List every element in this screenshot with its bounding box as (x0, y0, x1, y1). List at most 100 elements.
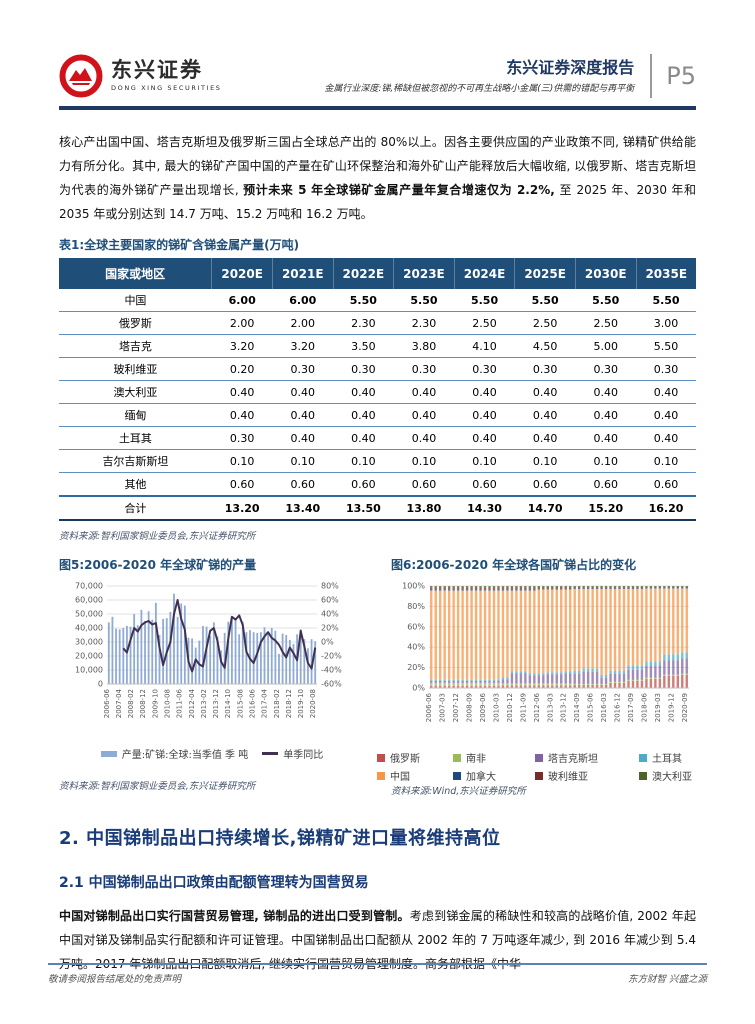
table-cell: 0.40 (393, 403, 455, 427)
table-body: 中国 6.00 6.00 5.50 5.50 5.50 5.50 5.50 5.50 俄罗斯 2.0… (59, 289, 696, 521)
fig6-legend: 俄罗斯 南非 塔吉克斯坦 土耳其 中国 加拿大 玻利维亚 澳大利亚 (377, 750, 697, 783)
table-col-header: 2024E (453, 258, 515, 289)
table-cell: 5.50 (575, 289, 637, 312)
table-row-label: 玻利维亚 (59, 357, 212, 381)
table-source: 资料来源:智利国家铜业委员会,东兴证券研究所 (59, 531, 256, 542)
svg-text:2013-12: 2013-12 (212, 689, 220, 718)
table-cell: 2.30 (393, 311, 455, 335)
svg-text:2016-06: 2016-06 (248, 688, 256, 718)
table-row: 缅甸 0.40 0.40 0.40 0.40 0.40 0.40 0.40 0.40 (59, 403, 696, 427)
table-cell: 0.30 (211, 426, 273, 450)
svg-text:2018-02: 2018-02 (273, 689, 281, 718)
table-col-header: 2021E (271, 258, 334, 289)
svg-text:2009-10: 2009-10 (151, 689, 159, 718)
table-cell: 0.60 (211, 472, 273, 497)
legend-label: 土耳其 (652, 754, 682, 765)
table-row-label: 澳大利亚 (59, 380, 212, 404)
dongxing-logo: 东兴证券 DONG XING SECURITIES (59, 54, 222, 98)
table-cell: 0.40 (514, 403, 576, 427)
dongxing-logo-icon (59, 54, 103, 98)
table-cell: 0.40 (514, 426, 576, 450)
intro-paragraph: 核心产出国中国、塔吉克斯坦及俄罗斯三国占全球总产出的 80%以上。因各主要供应国… (59, 130, 696, 226)
table-col-header: 2025E (514, 258, 576, 289)
fig6-legend-item: 中国 (377, 768, 453, 783)
table-row-label: 合计 (59, 495, 212, 521)
legend-label: 中国 (390, 772, 410, 783)
series-swatch-icon (639, 771, 647, 780)
table-cell: 0.20 (211, 357, 273, 381)
table-cell: 0.40 (575, 426, 637, 450)
report-subtitle: 金属行业深度:锑,稀缺但被忽视的不可再生战略小金属(三)供需的错配与再平衡 (324, 84, 635, 95)
section-text-bold: 中国对锑制品出口实行国营贸易管理, 锑制品的进出口受到管制。 (59, 909, 410, 923)
svg-text:2008-02: 2008-02 (127, 689, 135, 718)
series-swatch-icon (535, 771, 543, 780)
table-cell: 13.50 (333, 495, 394, 521)
svg-text:2019-12: 2019-12 (667, 693, 675, 722)
svg-text:2011-09: 2011-09 (519, 693, 527, 722)
svg-text:2010-03: 2010-03 (492, 693, 500, 722)
table-cell: 0.10 (454, 449, 515, 473)
svg-text:2018-12: 2018-12 (285, 689, 293, 718)
table-cell: 13.40 (272, 495, 334, 521)
svg-text:30,000: 30,000 (75, 638, 103, 647)
figure-6-source: 资料来源:Wind,东兴证券研究所 (391, 786, 526, 797)
figure-5-title: 图5:2006-2020 年全球矿锑的产量 (59, 558, 257, 572)
svg-text:2009-06: 2009-06 (479, 692, 487, 722)
table-row-label: 吉尔吉斯斯坦 (59, 449, 212, 473)
svg-text:10,000: 10,000 (75, 666, 103, 675)
series-swatch-icon (377, 771, 385, 780)
table-cell: 0.40 (272, 403, 334, 427)
svg-text:2016-03: 2016-03 (600, 693, 608, 722)
table-cell: 16.20 (636, 495, 696, 521)
table-row: 俄罗斯 2.00 2.00 2.30 2.30 2.50 2.50 2.50 3.00 (59, 311, 696, 335)
svg-text:-20%: -20% (321, 652, 342, 661)
table-cell: 5.50 (636, 334, 696, 358)
legend-label: 加拿大 (466, 772, 496, 783)
footer-slogan: 东方财智 兴盛之源 (627, 974, 707, 985)
table-cell: 0.10 (393, 449, 455, 473)
table-cell: 0.40 (454, 403, 515, 427)
table-cell: 0.40 (636, 380, 696, 404)
table-cell: 5.50 (333, 289, 394, 312)
table-cell: 0.40 (514, 380, 576, 404)
table-cell: 4.50 (514, 334, 576, 358)
svg-text:-60%: -60% (321, 680, 342, 689)
table-cell: 0.30 (393, 357, 455, 381)
table-cell: 0.30 (636, 357, 696, 381)
table-cell: 0.40 (272, 426, 334, 450)
table-cell: 0.60 (636, 472, 696, 497)
series-swatch-icon (377, 753, 385, 762)
svg-text:2007-12: 2007-12 (452, 693, 460, 722)
table-cell: 0.40 (454, 426, 515, 450)
svg-text:20%: 20% (321, 624, 339, 633)
svg-text:2020-08: 2020-08 (309, 689, 317, 718)
svg-text:40%: 40% (407, 643, 425, 652)
table-row: 塔吉克 3.20 3.20 3.50 3.80 4.10 4.50 5.00 5.50 (59, 334, 696, 358)
page-header: 东兴证券 DONG XING SECURITIES 东兴证券深度报告 金属行业深… (59, 54, 696, 98)
svg-text:2017-09: 2017-09 (627, 693, 635, 722)
table-cell: 0.30 (272, 357, 334, 381)
table-cell: 3.80 (393, 334, 455, 358)
table-cell: 0.40 (454, 380, 515, 404)
svg-text:60,000: 60,000 (75, 596, 103, 605)
table-cell: 0.60 (454, 472, 515, 497)
svg-text:2017-04: 2017-04 (261, 688, 269, 718)
series-swatch-icon (639, 753, 647, 762)
svg-text:2006-06: 2006-06 (103, 688, 111, 718)
figure-5-source: 资料来源:智利国家铜业委员会,东兴证券研究所 (59, 781, 256, 792)
table-cell: 5.50 (636, 289, 696, 312)
svg-text:50,000: 50,000 (75, 610, 103, 619)
table-cell: 0.40 (211, 403, 273, 427)
subsection-heading: 2.1 中国锑制品出口政策由配额管理转为国营贸易 (59, 875, 369, 891)
series-swatch-icon (535, 753, 543, 762)
table-cell: 0.60 (575, 472, 637, 497)
svg-text:2015-08: 2015-08 (236, 689, 244, 718)
legend-label: 塔吉克斯坦 (548, 754, 598, 765)
table-header-row: 国家或地区 2020E 2021E 2022E 2023E 2024E 2025E 2030E… (59, 258, 696, 289)
table-cell: 0.40 (393, 426, 455, 450)
svg-text:2019-10: 2019-10 (297, 689, 305, 718)
table-col-header: 2023E (393, 258, 455, 289)
svg-text:2008-12: 2008-12 (139, 689, 147, 718)
table-cell: 2.00 (272, 311, 334, 335)
table-cell: 13.20 (211, 495, 273, 521)
